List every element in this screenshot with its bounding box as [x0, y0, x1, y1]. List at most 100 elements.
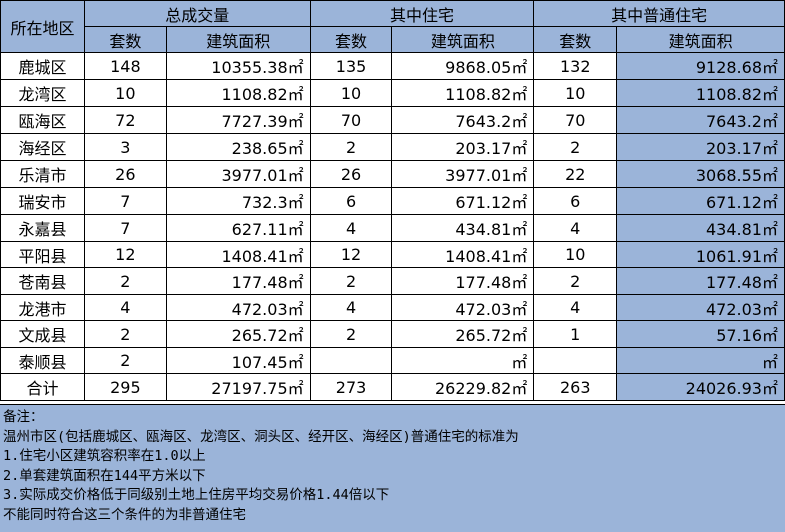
total-count-cell[interactable]: 2: [83, 267, 167, 295]
subheader-area[interactable]: 建筑面积: [616, 26, 785, 53]
ordinary-area-cell[interactable]: 9128.68㎡: [616, 52, 785, 80]
residential-area-cell[interactable]: 9868.05㎡: [391, 52, 535, 80]
total-count-cell[interactable]: 7: [83, 214, 167, 242]
region-header[interactable]: 所在地区: [0, 0, 85, 53]
ordinary-count-cell[interactable]: 10: [533, 79, 618, 107]
total-area-cell[interactable]: 177.48㎡: [165, 267, 311, 295]
ordinary-area-cell[interactable]: ㎡: [616, 347, 785, 374]
region-cell[interactable]: 合计: [0, 373, 85, 401]
total-count-cell[interactable]: 12: [83, 241, 167, 268]
ordinary-count-cell[interactable]: 1: [533, 320, 618, 348]
ordinary-count-cell[interactable]: 70: [533, 106, 618, 134]
ordinary-count-cell[interactable]: 132: [533, 52, 618, 80]
region-cell[interactable]: 瓯海区: [0, 106, 85, 134]
total-count-cell[interactable]: 295: [83, 373, 167, 401]
total-area-cell[interactable]: 238.65㎡: [165, 133, 311, 161]
region-cell[interactable]: 龙湾区: [0, 79, 85, 107]
total-area-cell[interactable]: 732.3㎡: [165, 187, 311, 215]
total-area-cell[interactable]: 27197.75㎡: [165, 373, 311, 401]
residential-area-cell[interactable]: 203.17㎡: [391, 133, 535, 161]
region-cell[interactable]: 平阳县: [0, 241, 85, 268]
ordinary-count-cell[interactable]: 4: [533, 294, 618, 321]
residential-area-cell[interactable]: 177.48㎡: [391, 267, 535, 295]
total-area-cell[interactable]: 3977.01㎡: [165, 160, 311, 188]
total-area-cell[interactable]: 10355.38㎡: [165, 52, 311, 80]
residential-count-cell[interactable]: 135: [309, 52, 393, 80]
residential-count-cell[interactable]: 2: [309, 133, 393, 161]
ordinary-area-cell[interactable]: 671.12㎡: [616, 187, 785, 215]
residential-count-cell[interactable]: 4: [309, 214, 393, 242]
total-area-cell[interactable]: 265.72㎡: [165, 320, 311, 348]
subheader-area[interactable]: 建筑面积: [391, 26, 535, 53]
ordinary-count-cell[interactable]: 4: [533, 214, 618, 242]
residential-count-cell[interactable]: 70: [309, 106, 393, 134]
residential-area-cell[interactable]: 7643.2㎡: [391, 106, 535, 134]
ordinary-area-cell[interactable]: 1061.91㎡: [616, 241, 785, 268]
total-area-cell[interactable]: 7727.39㎡: [165, 106, 311, 134]
residential-count-cell[interactable]: 26: [309, 160, 393, 188]
residential-area-cell[interactable]: 671.12㎡: [391, 187, 535, 215]
residential-count-cell[interactable]: 10: [309, 79, 393, 107]
ordinary-area-cell[interactable]: 3068.55㎡: [616, 160, 785, 188]
residential-count-cell[interactable]: 6: [309, 187, 393, 215]
total-area-cell[interactable]: 627.11㎡: [165, 214, 311, 242]
region-cell[interactable]: 海经区: [0, 133, 85, 161]
residential-count-cell[interactable]: 2: [309, 267, 393, 295]
ordinary-area-cell[interactable]: 472.03㎡: [616, 294, 785, 321]
ordinary-area-cell[interactable]: 177.48㎡: [616, 267, 785, 295]
total-area-cell[interactable]: 1108.82㎡: [165, 79, 311, 107]
ordinary-area-cell[interactable]: 203.17㎡: [616, 133, 785, 161]
residential-count-cell[interactable]: [309, 347, 393, 374]
residential-count-cell[interactable]: 4: [309, 294, 393, 321]
residential-count-cell[interactable]: 2: [309, 320, 393, 348]
total-area-cell[interactable]: 472.03㎡: [165, 294, 311, 321]
region-cell[interactable]: 龙港市: [0, 294, 85, 321]
ordinary-count-cell[interactable]: 6: [533, 187, 618, 215]
region-cell[interactable]: 苍南县: [0, 267, 85, 295]
residential-area-cell[interactable]: 1408.41㎡: [391, 241, 535, 268]
region-cell[interactable]: 永嘉县: [0, 214, 85, 242]
residential-area-cell[interactable]: 3977.01㎡: [391, 160, 535, 188]
group-header-ordinary-residential[interactable]: 其中普通住宅: [533, 0, 785, 27]
residential-area-cell[interactable]: 434.81㎡: [391, 214, 535, 242]
residential-area-cell[interactable]: 1108.82㎡: [391, 79, 535, 107]
subheader-count[interactable]: 套数: [309, 26, 393, 53]
ordinary-count-cell[interactable]: 10: [533, 241, 618, 268]
ordinary-area-cell[interactable]: 434.81㎡: [616, 214, 785, 242]
total-count-cell[interactable]: 2: [83, 320, 167, 348]
residential-area-cell[interactable]: 472.03㎡: [391, 294, 535, 321]
subheader-area[interactable]: 建筑面积: [165, 26, 311, 53]
group-header-residential[interactable]: 其中住宅: [309, 0, 535, 27]
region-cell[interactable]: 泰顺县: [0, 347, 85, 374]
region-cell[interactable]: 乐清市: [0, 160, 85, 188]
total-count-cell[interactable]: 148: [83, 52, 167, 80]
ordinary-count-cell[interactable]: 2: [533, 267, 618, 295]
group-header-total[interactable]: 总成交量: [83, 0, 311, 27]
total-count-cell[interactable]: 7: [83, 187, 167, 215]
ordinary-area-cell[interactable]: 24026.93㎡: [616, 373, 785, 401]
ordinary-area-cell[interactable]: 57.16㎡: [616, 320, 785, 348]
residential-count-cell[interactable]: 12: [309, 241, 393, 268]
ordinary-count-cell[interactable]: 263: [533, 373, 618, 401]
total-count-cell[interactable]: 26: [83, 160, 167, 188]
residential-count-cell[interactable]: 273: [309, 373, 393, 401]
ordinary-count-cell[interactable]: 22: [533, 160, 618, 188]
residential-area-cell[interactable]: 265.72㎡: [391, 320, 535, 348]
ordinary-count-cell[interactable]: 2: [533, 133, 618, 161]
subheader-count[interactable]: 套数: [83, 26, 167, 53]
region-cell[interactable]: 鹿城区: [0, 52, 85, 80]
residential-area-cell[interactable]: ㎡: [391, 347, 535, 374]
ordinary-area-cell[interactable]: 1108.82㎡: [616, 79, 785, 107]
residential-area-cell[interactable]: 26229.82㎡: [391, 373, 535, 401]
total-count-cell[interactable]: 3: [83, 133, 167, 161]
region-cell[interactable]: 瑞安市: [0, 187, 85, 215]
total-count-cell[interactable]: 4: [83, 294, 167, 321]
total-count-cell[interactable]: 72: [83, 106, 167, 134]
ordinary-area-cell[interactable]: 7643.2㎡: [616, 106, 785, 134]
total-count-cell[interactable]: 2: [83, 347, 167, 374]
ordinary-count-cell[interactable]: [533, 347, 618, 374]
total-area-cell[interactable]: 1408.41㎡: [165, 241, 311, 268]
total-area-cell[interactable]: 107.45㎡: [165, 347, 311, 374]
total-count-cell[interactable]: 10: [83, 79, 167, 107]
subheader-count[interactable]: 套数: [533, 26, 618, 53]
